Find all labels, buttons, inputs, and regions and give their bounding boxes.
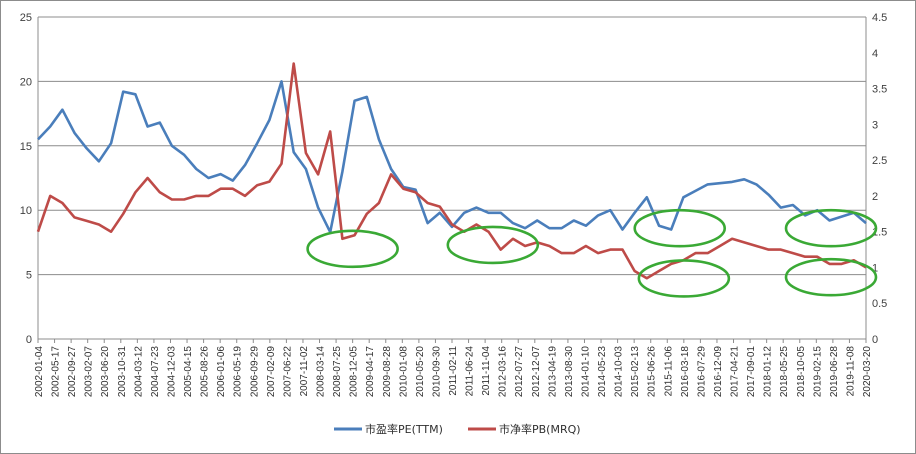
x-tick-label: 2003-06-20 [100, 346, 111, 398]
x-tick-label: 2017-09-01 [746, 346, 757, 398]
x-tick-label: 2012-07-27 [514, 346, 525, 398]
x-tick-label: 2010-09-30 [431, 346, 442, 398]
x-tick-label: 2007-02-09 [266, 346, 277, 398]
legend: 市盈率PE(TTM) 市净率PB(MRQ) [334, 422, 581, 436]
annotation-ellipse [446, 225, 540, 265]
x-tick-label: 2013-08-30 [564, 346, 575, 398]
x-tick-label: 2013-04-19 [547, 346, 558, 398]
x-tick-label: 2016-07-29 [696, 346, 707, 398]
x-tick-label: 2002-01-04 [34, 346, 45, 398]
y2-tick-label: 0.5 [872, 298, 887, 310]
primary-y-axis: 0 5 10 15 20 25 [20, 12, 39, 346]
x-tick-label: 2015-02-13 [630, 346, 641, 398]
y2-tick-label: 4 [872, 48, 878, 60]
gridlines [38, 16, 866, 340]
x-tick-label: 2018-05-25 [779, 346, 790, 398]
y2-tick-label: 2 [872, 191, 878, 203]
x-tick-label: 2011-02-11 [448, 346, 459, 396]
x-tick-label: 2020-03-20 [862, 346, 873, 398]
y2-tick-label: 4.5 [872, 12, 887, 24]
x-tick-label: 2016-03-18 [680, 346, 691, 398]
legend-label-pb: 市净率PB(MRQ) [499, 422, 581, 436]
annotation-ellipse [633, 208, 727, 248]
pe-series-line [37, 80, 867, 234]
x-tick-label: 2004-03-12 [133, 346, 144, 398]
x-tick-label: 2003-10-31 [117, 346, 128, 398]
y2-tick-label: 2.5 [872, 155, 887, 167]
x-tick-label: 2019-02-15 [812, 346, 823, 398]
x-tick-label: 2009-08-28 [382, 346, 393, 398]
x-tick-label: 2018-01-12 [763, 346, 774, 398]
y-tick-label: 20 [20, 76, 32, 88]
x-tick-label: 2005-04-15 [183, 346, 194, 398]
legend-label-pe: 市盈率PE(TTM) [365, 422, 443, 436]
x-tick-label: 2015-11-06 [663, 346, 674, 397]
x-tick-label: 2015-06-26 [647, 346, 658, 398]
y-tick-label: 0 [26, 334, 32, 346]
annotation-ellipse [784, 208, 878, 248]
x-tick-label: 2005-08-26 [200, 346, 211, 398]
secondary-y-axis: 00.511.522.533.544.5 [865, 12, 887, 346]
x-tick-label: 2008-12-05 [349, 346, 360, 398]
y-tick-label: 15 [20, 141, 32, 153]
annotation-ellipse [784, 257, 878, 297]
x-tick-label: 2007-06-22 [282, 346, 293, 398]
y2-tick-label: 3 [872, 119, 878, 131]
x-tick-label: 2017-04-21 [730, 346, 741, 398]
y-tick-label: 10 [20, 205, 32, 217]
x-tick-label: 2014-10-03 [614, 346, 625, 398]
x-tick-label: 2010-05-20 [415, 346, 426, 398]
y-tick-label: 25 [20, 12, 32, 24]
x-tick-label: 2006-09-29 [249, 346, 260, 398]
x-tick-label: 2019-06-28 [829, 346, 840, 398]
x-tick-label: 2014-05-23 [597, 346, 608, 398]
x-tick-label: 2004-07-23 [150, 346, 161, 398]
x-tick-label: 2018-10-05 [796, 346, 807, 398]
x-tick-label: 2006-05-19 [233, 346, 244, 398]
x-tick-label: 2010-01-08 [398, 346, 409, 398]
x-tick-label: 2008-07-25 [332, 346, 343, 398]
x-tick-label: 2014-01-10 [580, 346, 591, 398]
series-lines [36, 62, 867, 280]
x-axis: 2002-01-04 2002-05-17 2002-09-27 2003-02-07… [34, 339, 873, 397]
x-tick-label: 2019-11-08 [845, 346, 856, 397]
x-tick-label: 2007-11-02 [299, 346, 310, 397]
x-tick-label: 2002-05-17 [51, 346, 62, 398]
y2-tick-label: 0 [872, 334, 878, 346]
x-tick-label: 2016-12-09 [713, 346, 724, 398]
annotation-ellipses [306, 208, 878, 298]
x-tick-label: 2012-12-07 [531, 346, 542, 398]
annotation-ellipse [637, 259, 731, 298]
x-tick-label: 2006-01-06 [216, 346, 227, 398]
x-tick-label: 2011-06-24 [465, 346, 476, 397]
pb-series-line [36, 62, 867, 280]
x-tick-label: 2003-02-07 [84, 346, 95, 398]
y2-tick-label: 3.5 [872, 84, 887, 96]
x-tick-label: 2009-04-17 [365, 346, 376, 398]
x-tick-label: 2011-11-04 [481, 346, 492, 396]
y2-tick-label: 1 [872, 262, 878, 274]
y-tick-label: 5 [26, 270, 32, 282]
annotation-ellipse [306, 229, 399, 269]
x-tick-label: 2012-03-16 [498, 346, 509, 398]
x-tick-label: 2008-03-14 [316, 346, 327, 398]
x-tick-label: 2004-12-03 [166, 346, 177, 398]
x-tick-label: 2002-09-27 [67, 346, 78, 398]
